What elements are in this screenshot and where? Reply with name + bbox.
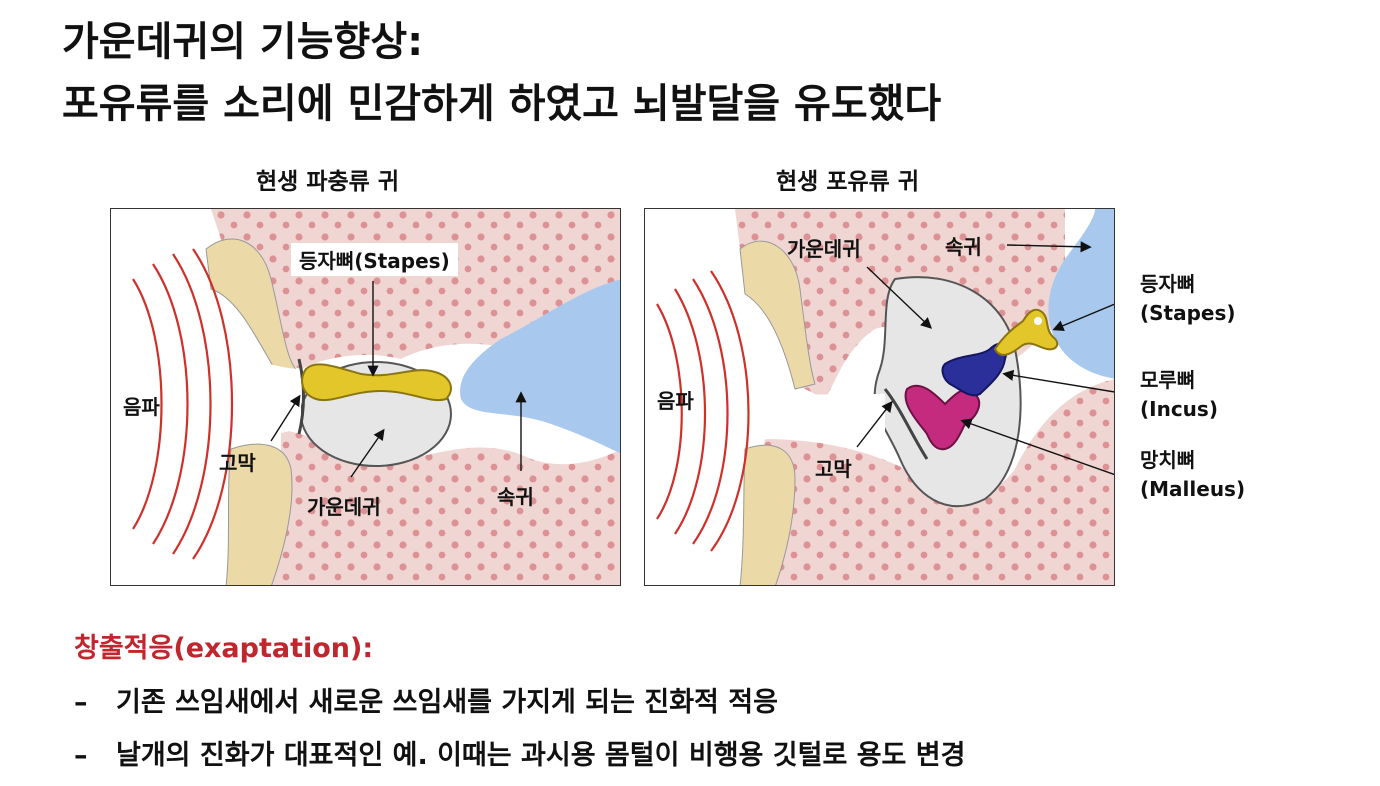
- label-malleus-group: 망치뼈 (Malleus): [1140, 446, 1245, 504]
- label-stapes-group: 등자뼈 (Stapes): [1140, 270, 1236, 328]
- arrow-eardrum: [270, 394, 301, 442]
- arrow-incus: [1002, 369, 1114, 393]
- title-line-1: 가운데귀의 기능향상:: [62, 19, 424, 65]
- title-line-2: 포유류를 소리에 민감하게 하였고 뇌발달을 유도했다: [62, 81, 942, 127]
- inner-ear: [460, 279, 620, 454]
- label-incus-ko: 모루뼈: [1140, 368, 1196, 392]
- outer-cartilage: [739, 240, 816, 390]
- label-malleus-en: (Malleus): [1140, 477, 1246, 501]
- inner-ear: [1048, 209, 1114, 379]
- label-sound-wave: 음파: [657, 389, 694, 413]
- exaptation-heading: 창출적응(exaptation):: [74, 633, 374, 664]
- label-incus-group: 모루뼈 (Incus): [1140, 366, 1218, 424]
- reptile-ear-diagram: 등자뼈(Stapes) 음파 고막 가운데귀 속귀: [110, 208, 621, 586]
- reptile-ear-heading: 현생 파충류 귀: [256, 169, 399, 195]
- arrow-middle-ear: [350, 428, 385, 478]
- arrow-inner-ear: [1006, 241, 1092, 253]
- arrow-malleus: [960, 418, 1114, 476]
- bullet-item: – 기존 쓰임새에서 새로운 쓰임새를 가지게 되는 진화적 적응: [74, 680, 778, 719]
- eardrum: [883, 388, 929, 460]
- incus-bone: [941, 342, 1008, 397]
- bullet-text: 기존 쓰임새에서 새로운 쓰임새를 가지게 되는 진화적 적응: [116, 687, 778, 718]
- eardrum: [297, 358, 305, 435]
- sound-waves: [656, 270, 750, 552]
- label-stapes: 등자뼈(Stapes): [291, 243, 458, 276]
- label-malleus-ko: 망치뼈: [1140, 448, 1196, 472]
- bullet-text: 날개의 진화가 대표적인 예. 이때는 과시용 몸털이 비행용 깃털로 용도 변…: [116, 740, 966, 771]
- mammal-ear-heading: 현생 포유류 귀: [776, 169, 919, 195]
- middle-ear-cavity: [873, 276, 1022, 508]
- arrow-middle-ear: [866, 266, 933, 329]
- label-stapes-en: (Stapes): [1140, 301, 1236, 325]
- sound-waves: [132, 248, 233, 560]
- label-inner-ear: 속귀: [945, 235, 982, 259]
- arrow-stapes: [1052, 303, 1114, 331]
- arrow-eardrum: [856, 400, 893, 448]
- outer-cartilage: [205, 238, 297, 380]
- label-middle-ear: 가운데귀: [787, 237, 861, 261]
- mammal-ear-diagram: 가운데귀 속귀 음파 고막: [644, 208, 1115, 586]
- bullet-item: – 날개의 진화가 대표적인 예. 이때는 과시용 몸털이 비행용 깃털로 용도 …: [74, 733, 965, 772]
- bullet-dash: –: [74, 740, 88, 771]
- label-sound-wave: 음파: [123, 395, 160, 419]
- label-eardrum: 고막: [815, 457, 852, 481]
- label-eardrum: 고막: [219, 451, 256, 475]
- label-inner-ear: 속귀: [497, 485, 534, 509]
- label-stapes-ko: 등자뼈: [1140, 272, 1196, 296]
- mammal-ear-illustration: [656, 209, 1114, 585]
- ear-canal: [745, 394, 885, 441]
- stapes-bone: [301, 363, 452, 402]
- bullet-dash: –: [74, 687, 88, 718]
- label-middle-ear: 가운데귀: [307, 495, 381, 519]
- label-incus-en: (Incus): [1140, 397, 1218, 421]
